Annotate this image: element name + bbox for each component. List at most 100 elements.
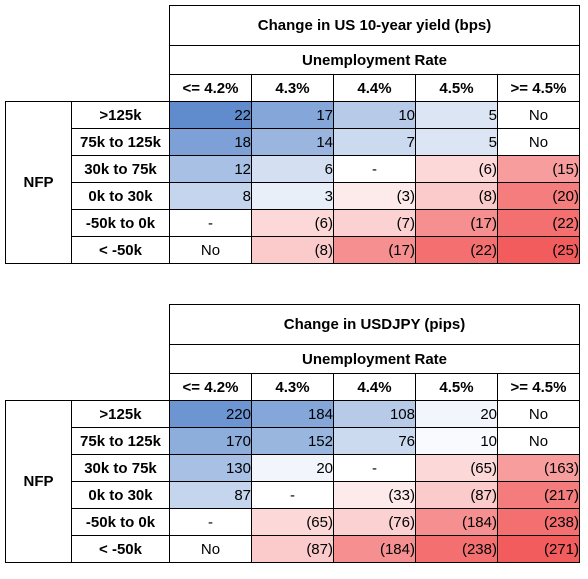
- table-cell: 17: [251, 101, 334, 129]
- table-row: -50k to 0k - (65) (76) (184) (238): [6, 508, 580, 536]
- table-cell: 12: [169, 155, 252, 183]
- table-row: NFP >125k 220 184 108 20 No: [5, 400, 580, 563]
- table-cell: (15): [497, 155, 580, 183]
- table-row: 30k to 75k 130 20- (65) (163): [6, 454, 580, 482]
- table-cell: (20): [497, 182, 580, 210]
- row-header: >125k: [71, 400, 170, 428]
- table-cell: (3): [333, 182, 416, 210]
- row-header: < -50k: [71, 236, 170, 264]
- table-cell: No: [169, 236, 252, 264]
- table-cell: (65): [251, 508, 334, 536]
- table-cell: (17): [333, 236, 416, 264]
- table-cell: (25): [497, 236, 580, 264]
- column-header: 4.5%: [415, 74, 498, 102]
- table-cell: 20: [415, 400, 498, 428]
- corner-blank: [6, 305, 170, 345]
- table-cell: 130: [169, 454, 252, 482]
- corner-blank: [6, 6, 170, 46]
- table-cell: (8): [251, 236, 334, 264]
- column-header: >= 4.5%: [497, 373, 580, 401]
- column-header: <= 4.2%: [169, 74, 252, 102]
- table-row: 0k to 30k 87- (33) (87) (217): [6, 481, 580, 509]
- table-row: NFP >125k 22 17 10 5 No: [5, 101, 580, 264]
- column-header: 4.4%: [333, 373, 416, 401]
- table-row: 75k to 125k 18 14 7 5 No: [6, 128, 580, 156]
- table-row: -50k to 0k - (6) (7) (17) (22): [6, 209, 580, 237]
- table-cell: (87): [415, 481, 498, 509]
- table-cell: (8): [415, 182, 498, 210]
- column-header-row: <= 4.2% 4.3% 4.4% 4.5% >= 4.5%: [6, 373, 580, 401]
- table-cell: 87: [169, 481, 252, 509]
- table-row: < -50k No (87) (184) (238) (271): [6, 535, 580, 563]
- table-row: 0k to 30k 8 3 (3) (8) (20): [6, 182, 580, 210]
- table-cell: No: [497, 427, 580, 455]
- table-cell: 10: [415, 427, 498, 455]
- table-cell: (76): [333, 508, 416, 536]
- table-cell: (184): [333, 535, 416, 563]
- table-cell: -: [169, 508, 252, 536]
- row-header: 0k to 30k: [71, 481, 170, 509]
- table-cell: (22): [415, 236, 498, 264]
- table-cell: 3: [251, 182, 334, 210]
- table-cell: (87): [251, 535, 334, 563]
- table-cell: (184): [415, 508, 498, 536]
- table-cell: No: [497, 400, 580, 428]
- table-cell: 5: [415, 101, 498, 129]
- corner-blank: [6, 345, 170, 374]
- corner-blank: [6, 46, 170, 75]
- row-group-label: NFP: [5, 101, 72, 264]
- table-cell: 18: [169, 128, 252, 156]
- table-cell: (7): [333, 209, 416, 237]
- column-group-label: Unemployment Rate: [169, 344, 580, 374]
- column-header: 4.4%: [333, 74, 416, 102]
- column-header: 4.3%: [251, 74, 334, 102]
- table-cell: 20: [251, 454, 334, 482]
- row-header: < -50k: [71, 535, 170, 563]
- table-cell: -: [251, 481, 334, 509]
- table-cell: (17): [415, 209, 498, 237]
- table-cell: 10: [333, 101, 416, 129]
- table-cell: (6): [251, 209, 334, 237]
- table-cell: 220: [169, 400, 252, 428]
- row-header: 30k to 75k: [71, 155, 170, 183]
- table-row: 75k to 125k 170 152 76 10 No: [6, 427, 580, 455]
- column-header: 4.5%: [415, 373, 498, 401]
- table-cell: -: [169, 209, 252, 237]
- table-cell: 5: [415, 128, 498, 156]
- table-cell: 108: [333, 400, 416, 428]
- table-cell: (33): [333, 481, 416, 509]
- table-cell: 7: [333, 128, 416, 156]
- table-cell: 8: [169, 182, 252, 210]
- table-cell: 76: [333, 427, 416, 455]
- table-cell: No: [169, 535, 252, 563]
- table-cell: (238): [497, 508, 580, 536]
- table-cell: 170: [169, 427, 252, 455]
- row-group-label: NFP: [5, 400, 72, 563]
- table-cell: (65): [415, 454, 498, 482]
- row-header: 75k to 125k: [71, 128, 170, 156]
- table-cell: No: [497, 101, 580, 129]
- usdjpy-table: Change in USDJPY (pips) Unemployment Rat…: [5, 304, 580, 563]
- column-header: 4.3%: [251, 373, 334, 401]
- table-cell: 6: [251, 155, 334, 183]
- table-row: 30k to 75k 12 6- (6) (15): [6, 155, 580, 183]
- table-cell: (217): [497, 481, 580, 509]
- table-cell: No: [497, 128, 580, 156]
- table-cell: 152: [251, 427, 334, 455]
- column-header: >= 4.5%: [497, 74, 580, 102]
- table-title: Change in USDJPY (pips): [169, 304, 580, 345]
- table-cell: 184: [251, 400, 334, 428]
- table-row: < -50k No (8) (17) (22) (25): [6, 236, 580, 264]
- column-header-row: <= 4.2% 4.3% 4.4% 4.5% >= 4.5%: [6, 74, 580, 102]
- row-header: 75k to 125k: [71, 427, 170, 455]
- column-header: <= 4.2%: [169, 373, 252, 401]
- corner-blank: [6, 374, 170, 401]
- table-cell: -: [333, 155, 416, 183]
- row-header: -50k to 0k: [71, 508, 170, 536]
- table-cell: 14: [251, 128, 334, 156]
- row-header: 30k to 75k: [71, 454, 170, 482]
- table-cell: (22): [497, 209, 580, 237]
- table-cell: (6): [415, 155, 498, 183]
- table-cell: (271): [497, 535, 580, 563]
- table-cell: -: [333, 454, 416, 482]
